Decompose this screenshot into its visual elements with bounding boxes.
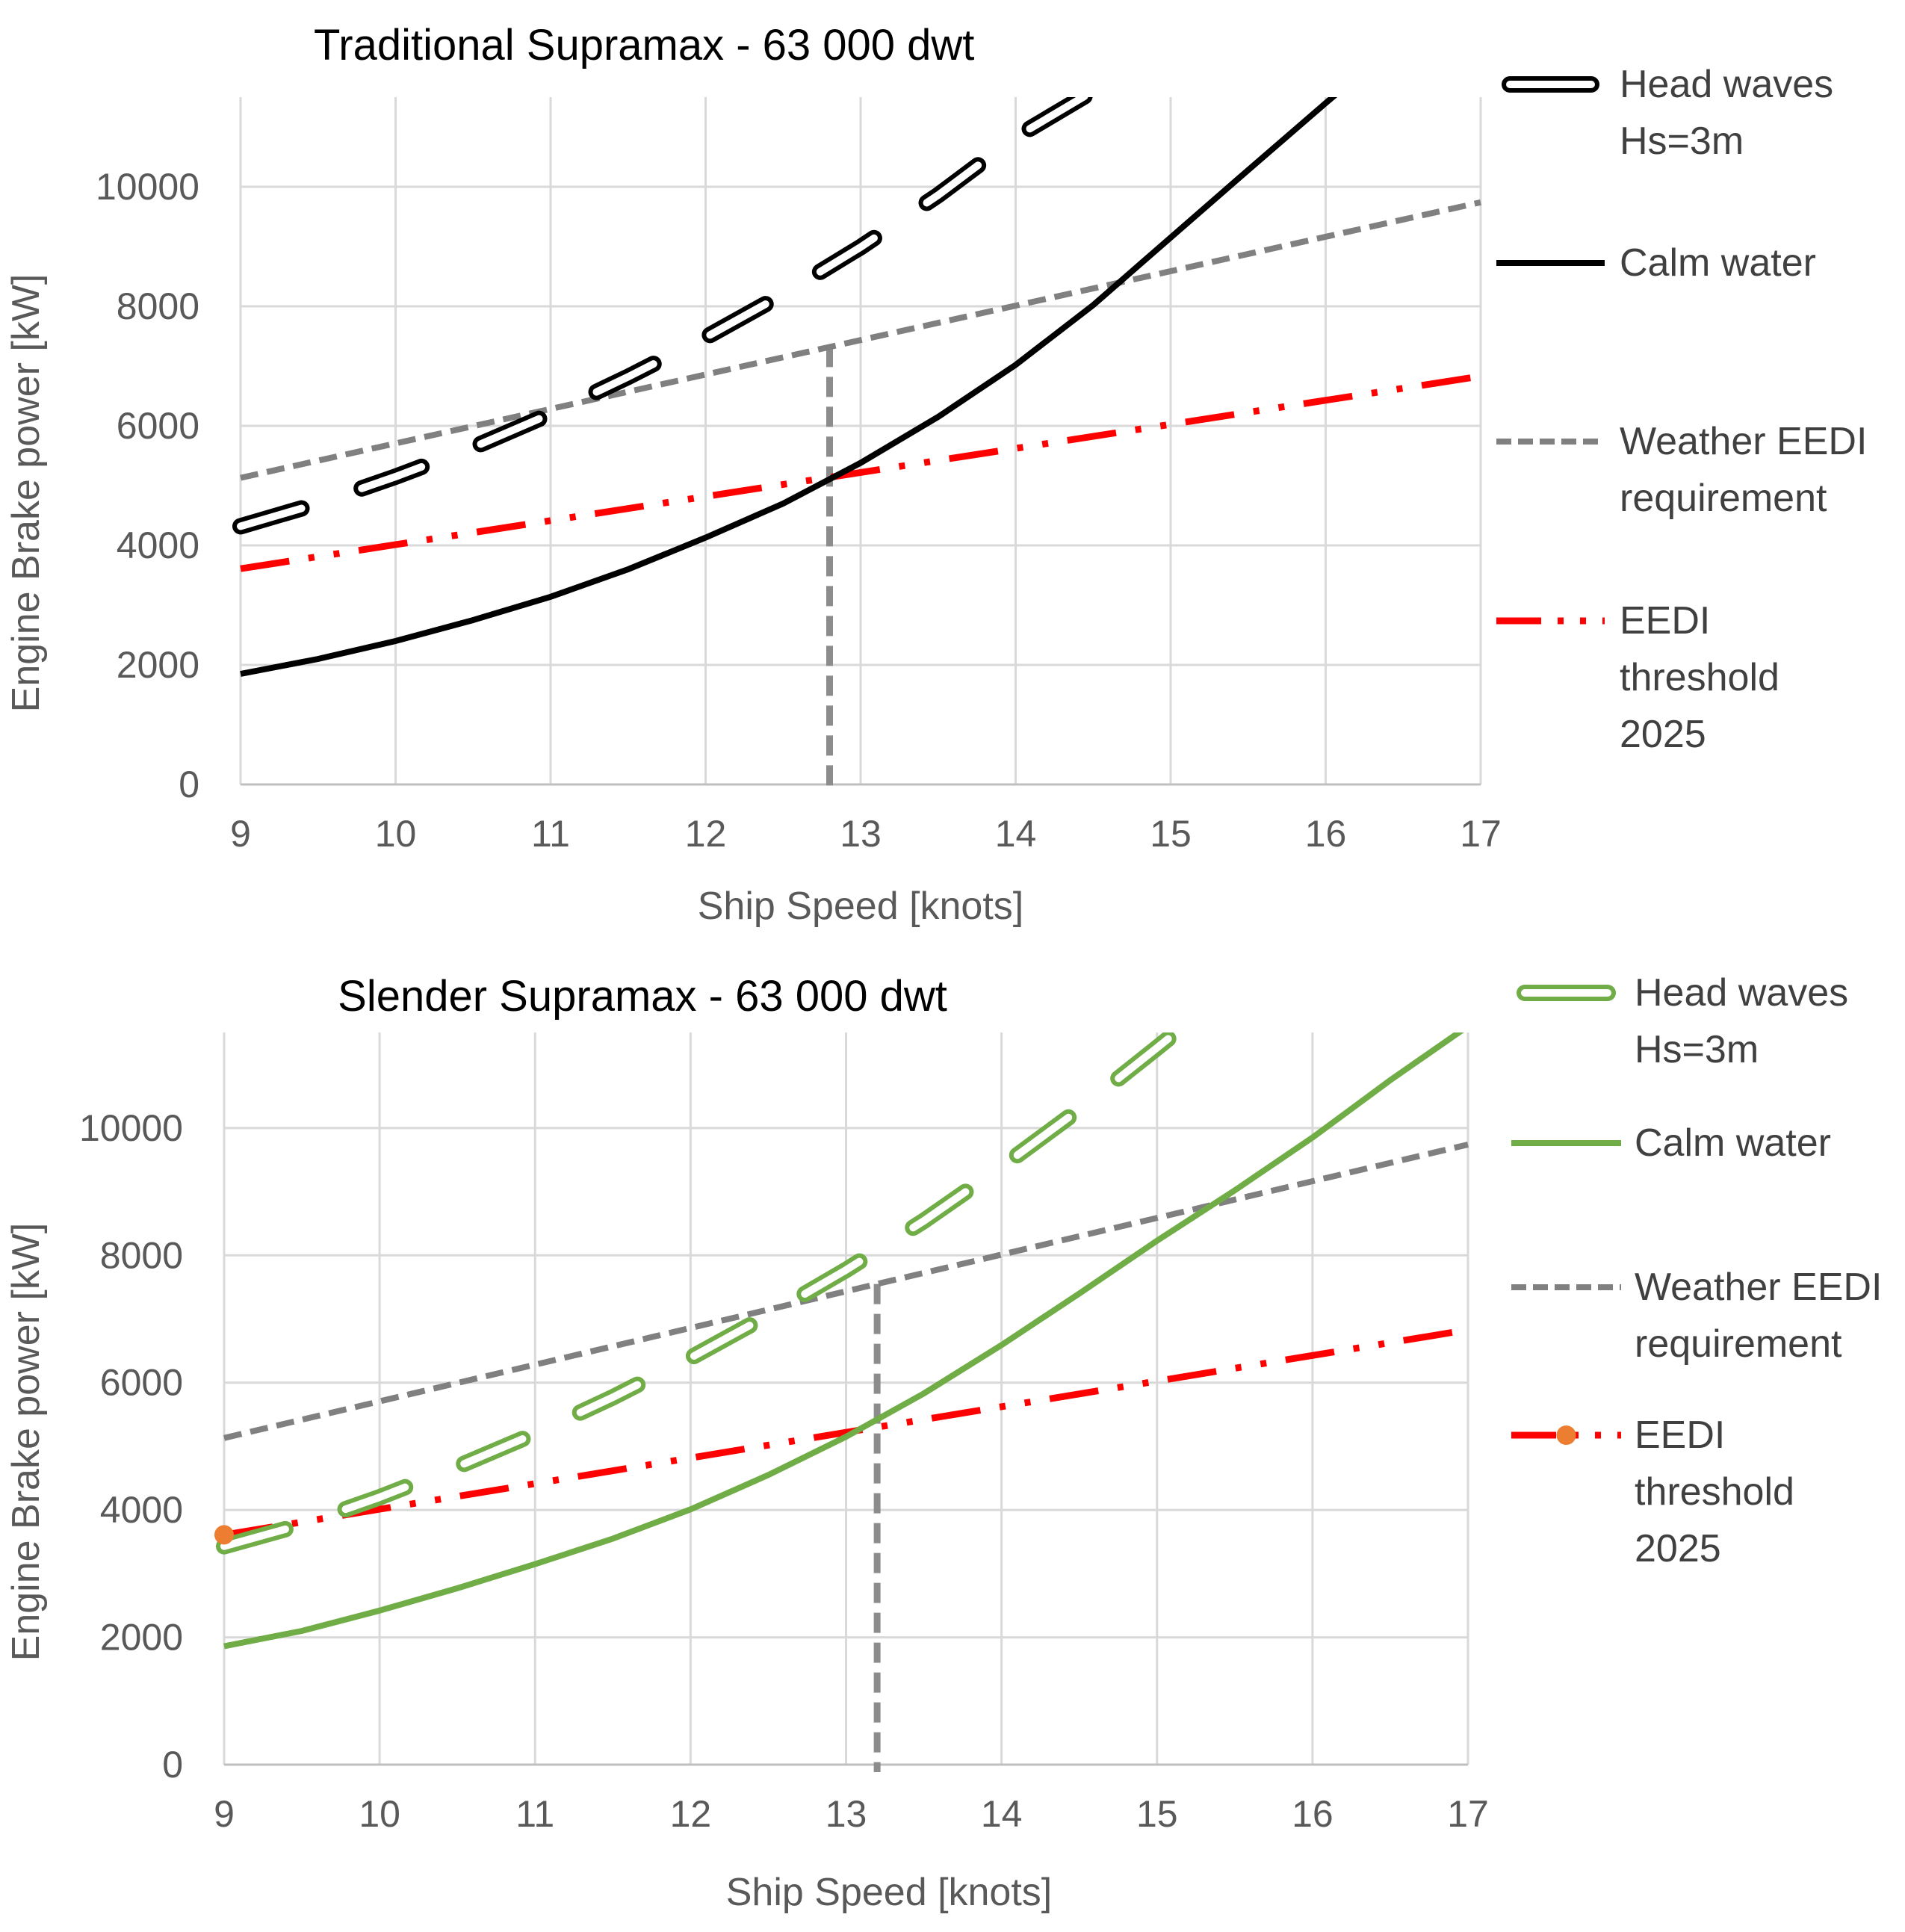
gridlines: [223, 1032, 1469, 1766]
y-axis-title: Engine Brake power [kW]: [4, 1223, 48, 1662]
series-eedi-threshold-2025: [223, 1326, 1469, 1538]
y-tick-label: 8000: [117, 285, 199, 327]
chart-slender-supramax-svg: 0 2000 4000 6000 8000 10000 9 10 11 12 13 14 15 16 17 S…: [4, 971, 1882, 1914]
y-tick-label: 10000: [79, 1107, 183, 1149]
legend-weather-eedi-requirement-label: Weather EEDI: [1620, 420, 1867, 463]
legend-weather-eedi-requirement: Weather EEDI requirement: [1511, 1266, 1882, 1366]
x-tick-label: 15: [1150, 813, 1192, 855]
y-tick-label: 4000: [117, 524, 199, 566]
y-tick-label: 0: [162, 1744, 183, 1786]
legend-head-waves-hs-3m: Head waves Hs=3m: [1517, 971, 1848, 1071]
y-tick-label: 0: [179, 764, 199, 805]
x-tick-label: 14: [995, 813, 1037, 855]
x-tick-label: 11: [515, 1793, 554, 1835]
legend-head-waves-hs-3m: Head waves Hs=3m: [1502, 63, 1833, 163]
legend-eedi-threshold-2025-label: 2025: [1635, 1527, 1721, 1570]
x-tick-label: 14: [981, 1793, 1023, 1835]
x-tick-label: 16: [1305, 813, 1347, 855]
chart-slender-supramax: 0 2000 4000 6000 8000 10000 9 10 11 12 13 14 15 16 17 S…: [0, 964, 1905, 1932]
x-tick-label: 12: [670, 1793, 712, 1835]
x-axis-title: Ship Speed [knots]: [698, 885, 1024, 928]
legend-head-waves-hs-3m-label: Hs=3m: [1635, 1028, 1759, 1071]
legend-calm-water: Calm water: [1511, 1121, 1831, 1165]
legend-eedi-threshold-2025-label: EEDI: [1620, 599, 1710, 643]
x-tick-label: 17: [1447, 1793, 1489, 1835]
legend-head-waves-hs-3m-label: Head waves: [1635, 971, 1848, 1015]
legend-calm-water: Calm water: [1496, 241, 1816, 285]
x-tick-label: 11: [531, 813, 570, 855]
x-tick-label: 15: [1136, 1793, 1178, 1835]
legend-weather-eedi-requirement: Weather EEDI requirement: [1496, 420, 1867, 520]
legend-calm-water-label: Calm water: [1635, 1121, 1831, 1165]
x-tick-label: 9: [214, 1793, 235, 1835]
x-tick-label: 16: [1292, 1793, 1334, 1835]
series-group: [216, 1032, 1469, 1772]
legend-eedi-threshold-2025-label: threshold: [1620, 656, 1779, 699]
series-eedi-threshold-2025-start-marker: [214, 1525, 234, 1545]
y-tick-label: 6000: [100, 1362, 183, 1404]
series-group: [232, 97, 1481, 792]
y-tick-label: 8000: [100, 1234, 183, 1276]
legend-eedi-threshold-2025-marker: [1556, 1425, 1576, 1445]
y-axis-title: Engine Brake power [kW]: [4, 274, 48, 713]
chart-title: Traditional Supramax - 63 000 dwt: [314, 21, 974, 69]
series-calm-water: [223, 1032, 1464, 1650]
legend-head-waves-hs-3m-label: Hs=3m: [1620, 120, 1744, 163]
x-tick-label: 10: [359, 1793, 400, 1835]
x-axis-title: Ship Speed [knots]: [726, 1871, 1053, 1914]
legend-weather-eedi-requirement-label: Weather EEDI: [1635, 1266, 1882, 1309]
legend-eedi-threshold-2025: EEDI threshold 2025: [1496, 599, 1779, 756]
y-tick-label: 4000: [100, 1489, 183, 1531]
gridlines: [239, 97, 1482, 786]
y-tick-label: 2000: [100, 1617, 183, 1659]
x-tick-label: 10: [375, 813, 417, 855]
y-tick-label: 2000: [117, 644, 199, 686]
series-head-waves-hs-3m: [232, 97, 1099, 535]
legend-calm-water-label: Calm water: [1620, 241, 1816, 285]
chart-traditional-supramax-svg: 0 2000 4000 6000 8000 10000 9 10 11 12 13 14 15 16 17 T…: [4, 21, 1867, 928]
chart-traditional-supramax: 0 2000 4000 6000 8000 10000 9 10 11 12 13 14 15 16 17 T…: [0, 0, 1905, 949]
y-tick-label: 6000: [117, 405, 199, 447]
series-weather-eedi-requirement: [223, 1142, 1469, 1441]
x-tick-label: 17: [1460, 813, 1502, 855]
x-tick-label: 13: [840, 813, 882, 855]
x-tick-label: 9: [230, 813, 251, 855]
series-head-waves-hs-3m-inner: [237, 97, 1091, 530]
legend-weather-eedi-requirement-label: requirement: [1635, 1322, 1842, 1366]
series-head-waves-hs-3m: [216, 1032, 1189, 1555]
series-head-waves-hs-3m-outline: [232, 97, 1099, 535]
x-tick-label: 13: [826, 1793, 867, 1835]
series-weather-eedi-requirement: [240, 199, 1481, 481]
legend-eedi-threshold-2025: EEDI threshold 2025: [1511, 1414, 1794, 1570]
legend-head-waves-hs-3m-label: Head waves: [1620, 63, 1833, 106]
series-eedi-threshold-2025: [240, 373, 1481, 572]
legend: Head waves Hs=3m Calm water Weather EEDI req…: [1511, 971, 1882, 1570]
series-head-waves-hs-3m-inner: [220, 1032, 1182, 1550]
series-calm-water: [240, 97, 1338, 677]
y-tick-label: 10000: [96, 166, 199, 208]
legend: Head waves Hs=3m Calm water Weather EEDI req…: [1496, 63, 1867, 756]
legend-eedi-threshold-2025-label: 2025: [1620, 713, 1706, 756]
x-tick-label: 12: [685, 813, 727, 855]
legend-weather-eedi-requirement-label: requirement: [1620, 477, 1827, 520]
legend-eedi-threshold-2025-label: threshold: [1635, 1470, 1794, 1514]
chart-title: Slender Supramax - 63 000 dwt: [338, 972, 947, 1021]
legend-eedi-threshold-2025-label: EEDI: [1635, 1414, 1725, 1457]
